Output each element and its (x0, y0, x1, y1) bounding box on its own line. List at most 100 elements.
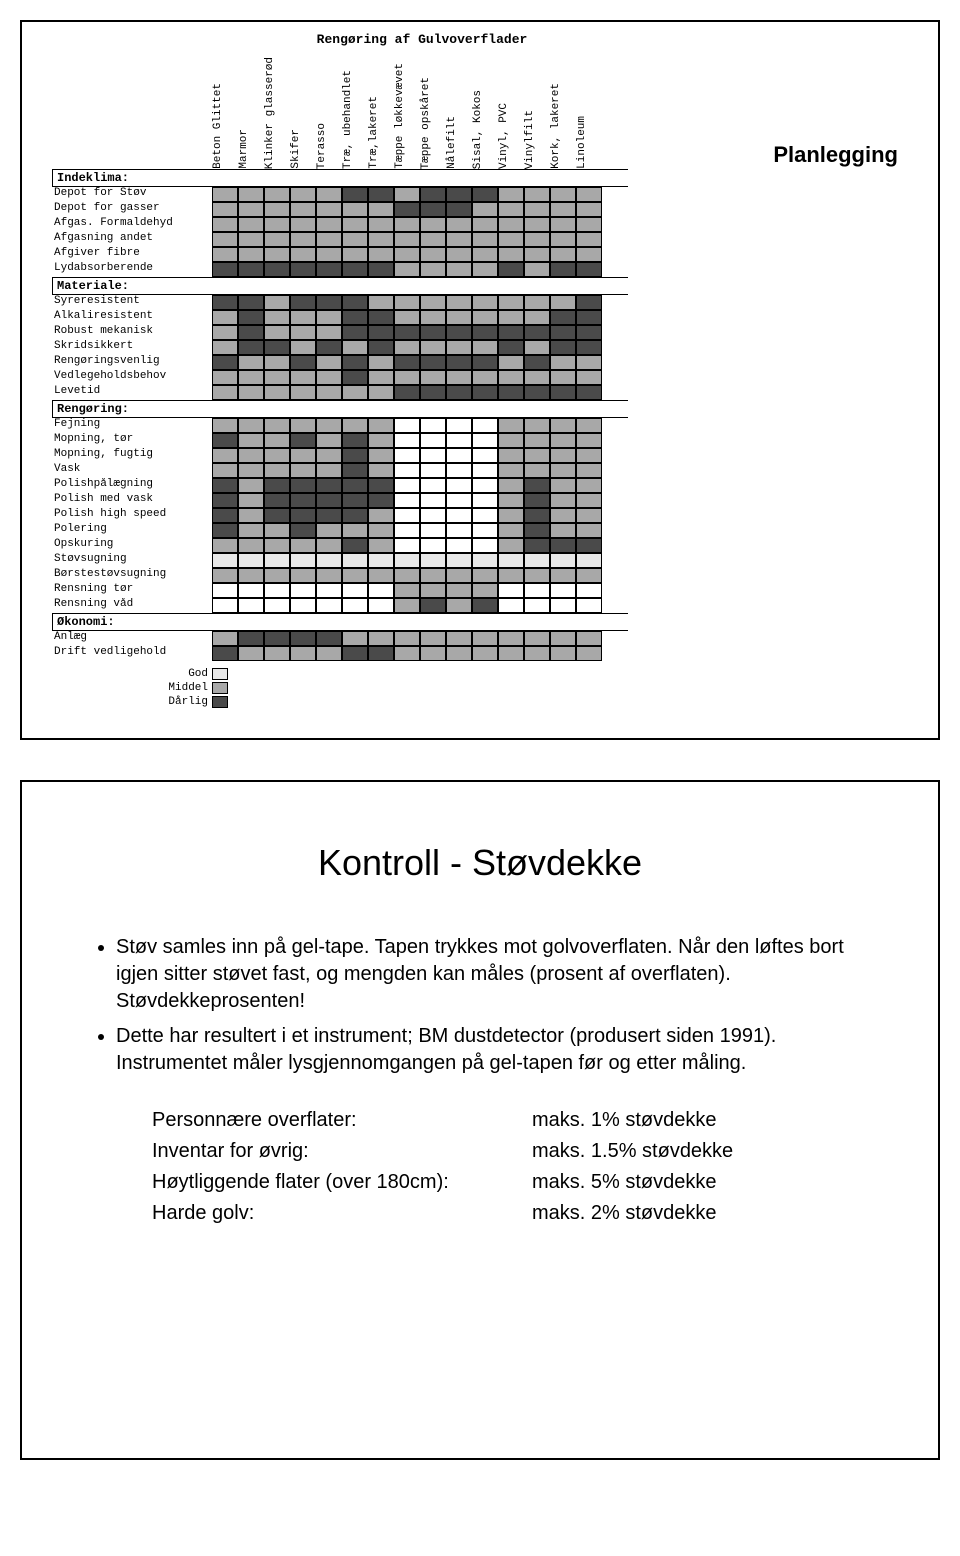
matrix-cell (316, 646, 342, 661)
matrix-cell (394, 325, 420, 340)
matrix-cell (238, 463, 264, 478)
matrix-cell (368, 295, 394, 310)
matrix-cell (212, 232, 238, 247)
column-header: Træ,lakeret (368, 94, 394, 169)
matrix-cell (394, 217, 420, 232)
matrix-cell (264, 385, 290, 400)
row-label: Depot for gasser (52, 202, 212, 217)
matrix-cell (446, 598, 472, 613)
matrix-cell (524, 232, 550, 247)
matrix-cell (342, 310, 368, 325)
matrix-cell (264, 493, 290, 508)
matrix-cell (212, 385, 238, 400)
limit-value: maks. 5% støvdekke (532, 1169, 717, 1196)
column-header: Vinylfilt (524, 108, 550, 169)
matrix-cell (420, 370, 446, 385)
matrix-cell (290, 448, 316, 463)
matrix-cell (316, 598, 342, 613)
matrix-cell (576, 523, 602, 538)
matrix-cell (290, 493, 316, 508)
matrix-cell (394, 598, 420, 613)
matrix-cell (472, 355, 498, 370)
matrix-cell (316, 493, 342, 508)
matrix-cell (498, 523, 524, 538)
matrix-cell (394, 433, 420, 448)
matrix-row: Børstestøvsugning (52, 568, 632, 583)
row-label: Polishpålægning (52, 478, 212, 493)
matrix-cell (368, 598, 394, 613)
matrix-cell (238, 325, 264, 340)
matrix-cell (420, 295, 446, 310)
matrix-cell (394, 523, 420, 538)
matrix-cell (420, 340, 446, 355)
matrix-cell (498, 325, 524, 340)
matrix-cell (498, 493, 524, 508)
matrix-cell (524, 325, 550, 340)
matrix-cell (290, 523, 316, 538)
matrix-cell (498, 508, 524, 523)
column-header: Kork, lakeret (550, 81, 576, 169)
matrix-cell (394, 202, 420, 217)
matrix-cell (368, 448, 394, 463)
matrix-cell (550, 646, 576, 661)
row-label: Mopning, fugtig (52, 448, 212, 463)
row-label: Vedlegeholdsbehov (52, 370, 212, 385)
matrix-cell (316, 568, 342, 583)
matrix-cell (290, 508, 316, 523)
matrix-cell (524, 553, 550, 568)
matrix-cell (238, 217, 264, 232)
matrix-cell (316, 187, 342, 202)
matrix-row: Mopning, tør (52, 433, 632, 448)
matrix-cell (446, 295, 472, 310)
matrix-cell (420, 598, 446, 613)
matrix-cell (342, 493, 368, 508)
matrix-cell (420, 247, 446, 262)
legend-label: God (162, 668, 212, 680)
matrix-cell (342, 418, 368, 433)
matrix-cell (342, 385, 368, 400)
matrix-cell (472, 385, 498, 400)
matrix-cell (576, 538, 602, 553)
row-label: Mopning, tør (52, 433, 212, 448)
matrix-cell (524, 478, 550, 493)
matrix-cell (550, 418, 576, 433)
matrix-cell (290, 646, 316, 661)
matrix-cell (238, 340, 264, 355)
matrix-cell (212, 202, 238, 217)
matrix-cell (212, 493, 238, 508)
matrix-cell (420, 631, 446, 646)
row-label: Syreresistent (52, 295, 212, 310)
matrix-row: Polering (52, 523, 632, 538)
matrix-cell (472, 568, 498, 583)
matrix-cell (368, 370, 394, 385)
matrix-cell (394, 493, 420, 508)
legend-row: Middel (162, 681, 632, 695)
matrix-cell (576, 553, 602, 568)
matrix-cell (472, 538, 498, 553)
row-label: Alkaliresistent (52, 310, 212, 325)
matrix-cell (316, 463, 342, 478)
matrix-cell (316, 448, 342, 463)
matrix-cell (472, 478, 498, 493)
matrix-cell (238, 310, 264, 325)
matrix-cell (316, 202, 342, 217)
matrix-cell (550, 187, 576, 202)
matrix-cell (238, 478, 264, 493)
matrix-cell (290, 418, 316, 433)
matrix-cell (472, 247, 498, 262)
matrix-cell (290, 583, 316, 598)
row-label: Robust mekanisk (52, 325, 212, 340)
matrix-cell (368, 232, 394, 247)
matrix-cell (524, 187, 550, 202)
matrix-cell (576, 232, 602, 247)
matrix-cell (238, 433, 264, 448)
matrix-cell (342, 232, 368, 247)
matrix-cell (368, 463, 394, 478)
matrix-cell (394, 508, 420, 523)
matrix-cell (368, 325, 394, 340)
matrix-cell (420, 232, 446, 247)
matrix-cell (394, 568, 420, 583)
matrix-cell (290, 202, 316, 217)
matrix-row: Polishpålægning (52, 478, 632, 493)
matrix-cell (316, 538, 342, 553)
